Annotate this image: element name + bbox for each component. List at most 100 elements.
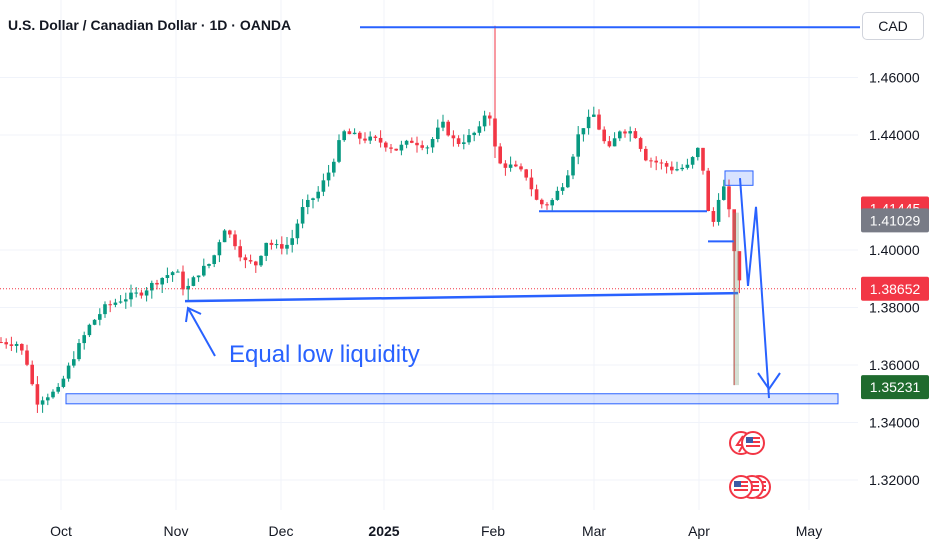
candle-body <box>368 136 372 141</box>
candle-body <box>451 135 456 139</box>
candle-body <box>571 156 575 176</box>
us-flag-icon-stack-1-stripe <box>734 491 748 493</box>
candle-body <box>638 138 643 149</box>
time-tick-label: 2025 <box>368 523 399 539</box>
candle-body <box>586 116 591 129</box>
time-tick-label: Oct <box>50 523 72 539</box>
price-tick-label: 1.46000 <box>869 70 920 86</box>
candle-body <box>560 187 565 191</box>
candle-body <box>420 145 424 148</box>
candle-body <box>675 169 679 171</box>
candle-body <box>259 255 263 266</box>
us-flag-icon-stripe <box>746 443 760 445</box>
candle-body <box>514 164 518 167</box>
annotation-arrow[interactable] <box>187 307 216 357</box>
candle-body <box>150 282 154 291</box>
candle-body <box>35 384 40 405</box>
candle-body <box>430 138 435 148</box>
candle-body <box>243 257 248 261</box>
candle-body <box>176 271 180 273</box>
candle-body <box>196 275 201 278</box>
candle-body <box>550 199 554 206</box>
projection-path[interactable] <box>739 178 770 399</box>
candle-body <box>222 230 227 243</box>
candle-body <box>737 251 742 281</box>
candle-body <box>488 115 492 119</box>
candle-body <box>98 314 102 320</box>
us-flag-icon-stack-2-stripe <box>745 491 759 493</box>
candle-body <box>61 378 66 387</box>
price-axis: 1.32000 1.34000 1.36000 1.38000 1.40000 1.440… <box>861 70 929 488</box>
candle-body <box>477 126 482 133</box>
candle-body <box>56 386 60 392</box>
candle-body <box>326 172 331 181</box>
candle-body <box>217 242 222 256</box>
candle-body <box>202 265 206 276</box>
candle-body <box>394 148 398 151</box>
candle-body <box>540 199 544 205</box>
candle-body <box>228 230 232 235</box>
candle-body <box>607 141 612 147</box>
candle-body <box>389 147 393 149</box>
candle-body <box>363 138 367 141</box>
equal-low-line[interactable] <box>184 291 739 303</box>
candle-body <box>602 129 606 142</box>
candle-body <box>139 292 144 296</box>
candle-body <box>456 138 461 144</box>
candle-body <box>280 244 284 249</box>
candle-body <box>212 255 216 265</box>
candle-body <box>30 364 34 385</box>
candle-body <box>82 335 86 344</box>
price-label-box <box>861 375 929 400</box>
candle-body <box>446 121 450 136</box>
candle-body <box>597 114 601 130</box>
candle-body <box>118 301 123 303</box>
candle-body <box>576 134 580 157</box>
candle-body <box>290 238 294 245</box>
price-label-value: 1.41029 <box>870 212 921 228</box>
candle-body <box>659 162 664 164</box>
candle-body <box>612 138 617 147</box>
candle-body <box>462 142 466 144</box>
liquidity-target-zone[interactable] <box>65 393 839 405</box>
us-flag-icon-stack-1-stripe <box>734 487 748 489</box>
candle-body <box>592 114 596 117</box>
candle-body <box>248 260 253 262</box>
candle-body <box>46 397 50 401</box>
candle-body <box>498 146 502 164</box>
candle-body <box>233 234 237 247</box>
time-tick-label: Apr <box>688 523 710 539</box>
candle-body <box>160 277 164 285</box>
candle-body <box>134 292 138 294</box>
price-tick-label: 1.38000 <box>869 300 920 316</box>
candle-body <box>503 163 508 168</box>
candle-body <box>40 400 45 405</box>
candle-body <box>20 343 24 351</box>
price-tick-label: 1.34000 <box>869 415 920 431</box>
candle-body <box>529 177 534 190</box>
candle-body <box>352 132 357 135</box>
candle-body <box>482 115 487 127</box>
candle-body <box>0 342 3 343</box>
candle-body <box>644 148 648 161</box>
candle-body <box>4 342 8 345</box>
candle-body <box>685 164 690 168</box>
candle-body <box>358 132 362 139</box>
candle-body <box>467 135 471 143</box>
supply-zone[interactable] <box>724 170 754 186</box>
candle-body <box>722 186 726 200</box>
candlestick-series <box>0 25 742 413</box>
candle-body <box>618 131 622 139</box>
annotation-label[interactable]: Equal low liquidity <box>229 341 420 368</box>
candle-body <box>519 166 523 170</box>
candle-body <box>14 343 19 346</box>
candle-body <box>269 242 274 245</box>
candle-body <box>664 163 669 167</box>
economic-events[interactable] <box>729 431 771 499</box>
candle-body <box>87 324 92 336</box>
user-drawings[interactable]: Equal low liquidity <box>0 26 860 405</box>
candle-body <box>332 161 336 173</box>
currency-button[interactable]: CAD <box>862 12 924 40</box>
chart-title: U.S. Dollar / Canadian Dollar · 1D · OAN… <box>8 17 292 33</box>
